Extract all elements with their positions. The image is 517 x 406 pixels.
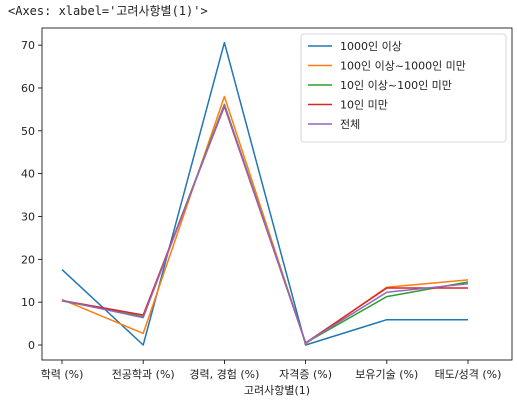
y-tick-label: 20 <box>21 253 35 266</box>
y-tick-label: 10 <box>21 296 35 309</box>
legend-entry-label: 10인 이상~100인 미만 <box>340 79 452 92</box>
x-tick-label: 태도/성격 (%) <box>435 368 502 381</box>
series-lines <box>61 41 469 346</box>
y-tick-label: 60 <box>21 82 35 95</box>
x-axis: 학력 (%) 전공학과 (%) 경력, 경험 (%) 자격증 (%) 보유기술 (%) 태… <box>41 360 502 381</box>
y-tick-label: 0 <box>28 339 35 352</box>
legend-entry-label: 전체 <box>340 118 360 131</box>
legend-entry-label: 10인 미만 <box>340 99 388 112</box>
legend-box <box>300 33 507 143</box>
legend: 1000인 이상 100인 이상~1000인 미만 10인 이상~100인 미만 10… <box>300 33 507 143</box>
y-tick-label: 50 <box>21 125 35 138</box>
x-axis-label: 고려사항별(1) <box>244 384 310 397</box>
y-tick-label: 30 <box>21 210 35 223</box>
plot-border <box>41 27 513 361</box>
x-tick-label: 경력, 경험 (%) <box>189 368 259 381</box>
x-tick-label: 전공학과 (%) <box>112 368 175 381</box>
y-axis: 0 10 20 30 40 50 60 70 <box>21 39 42 352</box>
y-tick-label: 40 <box>21 168 35 181</box>
axes-repr-text: <Axes: xlabel='고려사항별(1)'> <box>8 4 208 18</box>
legend-entry-label: 1000인 이상 <box>340 40 402 53</box>
series-line-0 <box>61 41 468 346</box>
series-line-1 <box>61 95 469 345</box>
x-tick-label: 자격증 (%) <box>279 368 332 381</box>
x-tick-label: 학력 (%) <box>41 368 84 381</box>
y-tick-label: 70 <box>21 39 35 52</box>
x-tick-label: 보유기술 (%) <box>355 368 418 381</box>
legend-entry-label: 100인 이상~1000인 미만 <box>340 60 466 73</box>
series-line-4 <box>61 104 469 344</box>
plot-frame <box>41 27 513 361</box>
